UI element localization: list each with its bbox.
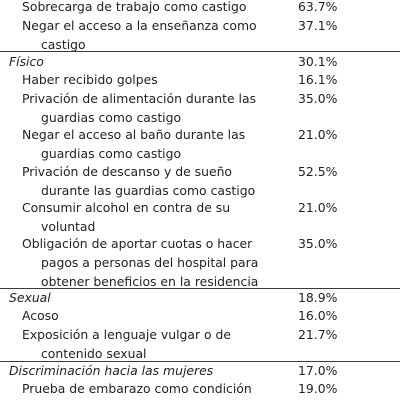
category-value: 30.1% xyxy=(298,54,338,69)
row-value: 21.0% xyxy=(298,200,338,215)
row-divider xyxy=(0,51,400,52)
category-value: 17.0% xyxy=(298,363,338,378)
category-label: Discriminación hacia las mujeres xyxy=(9,363,214,378)
category-value: 18.9% xyxy=(298,290,338,305)
row-value: 21.0% xyxy=(298,127,338,142)
category-label: Físico xyxy=(9,54,44,69)
row-value: 35.0% xyxy=(298,91,338,106)
row-label-continuation: durante las guardias como castigo xyxy=(41,183,256,198)
row-divider xyxy=(0,361,400,362)
row-divider xyxy=(0,288,400,289)
row-label: Privación de descanso y de sueño xyxy=(22,164,233,179)
row-value: 63.7% xyxy=(298,0,338,14)
row-label: Consumir alcohol en contra de su xyxy=(22,200,231,215)
row-label-continuation: guardias como castigo xyxy=(41,110,182,125)
row-label: Negar el acceso a la enseñanza como xyxy=(22,18,257,33)
row-value: 52.5% xyxy=(298,164,338,179)
row-value: 19.0% xyxy=(298,381,338,396)
row-label-continuation: contenido sexual xyxy=(41,346,147,361)
row-value: 35.0% xyxy=(298,236,338,251)
row-label: Haber recibido golpes xyxy=(22,72,158,87)
row-label: Prueba de embarazo como condición xyxy=(22,381,252,396)
row-label: Exposición a lenguaje vulgar o de xyxy=(22,327,232,342)
row-value: 37.1% xyxy=(298,18,338,33)
row-label: Privación de alimentación durante las xyxy=(22,91,257,106)
row-label-continuation: obtener beneficios en la residencia xyxy=(41,274,259,289)
row-label-continuation: voluntad xyxy=(41,219,96,234)
row-value: 16.0% xyxy=(298,308,338,323)
row-label: Obligación de aportar cuotas o hacer xyxy=(22,236,253,251)
row-label: Sobrecarga de trabajo como castigo xyxy=(22,0,247,14)
row-label-continuation: pagos a personas del hospital para xyxy=(41,255,259,270)
row-label-continuation: castigo xyxy=(41,37,86,52)
row-label-continuation: guardias como castigo xyxy=(41,146,182,161)
row-label: Negar el acceso al baño durante las xyxy=(22,127,246,142)
row-value: 16.1% xyxy=(298,72,338,87)
category-label: Sexual xyxy=(9,290,51,305)
row-label: Acoso xyxy=(22,308,59,323)
row-value: 21.7% xyxy=(298,327,338,342)
